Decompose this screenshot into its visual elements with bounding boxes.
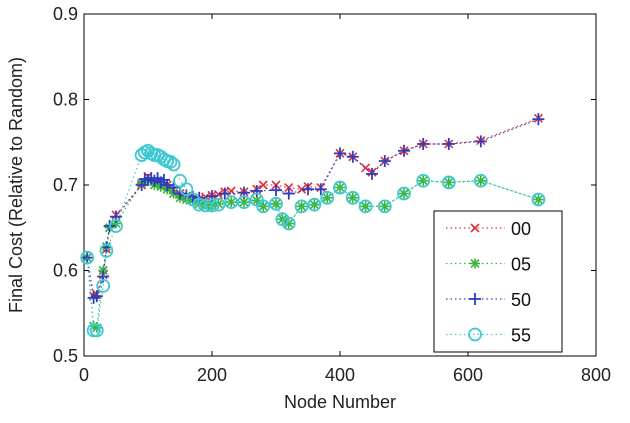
data-point — [397, 186, 411, 201]
data-point — [361, 163, 371, 173]
data-point — [218, 187, 231, 200]
data-point — [379, 201, 390, 212]
data-point — [366, 167, 378, 180]
data-point — [347, 192, 358, 203]
data-point — [80, 250, 95, 265]
data-point — [237, 195, 251, 210]
x-tick-label: 0 — [79, 365, 89, 385]
legend: 00 05 50 55 — [433, 210, 563, 353]
data-point — [296, 201, 307, 212]
legend-label: 00 — [511, 219, 531, 239]
y-tick-label: 0.9 — [53, 4, 78, 24]
data-point — [346, 150, 359, 163]
legend-marker — [469, 293, 481, 305]
data-point — [345, 190, 360, 205]
legend-marker — [470, 223, 480, 233]
data-point — [474, 135, 487, 148]
x-tick-label: 600 — [453, 365, 483, 385]
data-point — [205, 198, 219, 213]
data-point — [377, 199, 392, 214]
legend-item-00: 00 — [446, 219, 531, 239]
legend-item-05: 05 — [446, 255, 531, 275]
data-point — [179, 182, 194, 197]
legend-label: 55 — [511, 326, 531, 346]
data-point — [475, 175, 486, 186]
data-point — [532, 113, 545, 126]
data-point — [443, 177, 454, 188]
legend-item-50: 50 — [446, 290, 531, 310]
data-point — [314, 183, 327, 196]
data-point — [282, 187, 295, 200]
data-point — [161, 179, 174, 191]
data-point — [398, 144, 410, 157]
data-point — [250, 184, 263, 197]
data-point — [96, 278, 111, 293]
data-point — [309, 199, 320, 210]
data-point — [334, 147, 346, 160]
data-point — [533, 194, 544, 205]
data-point — [239, 197, 249, 208]
data-point — [294, 199, 309, 214]
data-point — [89, 323, 104, 338]
series-layer — [80, 113, 546, 338]
data-point — [109, 219, 123, 233]
data-point — [281, 216, 296, 231]
data-point — [417, 137, 430, 150]
data-point — [81, 251, 94, 264]
y-tick-label: 0.7 — [53, 175, 78, 195]
data-point — [226, 197, 237, 208]
data-point — [531, 192, 546, 207]
legend-box — [433, 210, 563, 353]
data-point — [399, 188, 409, 199]
data-point — [271, 198, 281, 209]
legend-item-55: 55 — [446, 326, 531, 346]
data-point — [99, 243, 114, 258]
data-point — [307, 197, 322, 212]
y-tick-label: 0.6 — [53, 261, 78, 281]
data-point — [256, 199, 271, 214]
data-point — [270, 184, 282, 197]
data-point — [358, 199, 373, 214]
data-point — [473, 173, 488, 188]
data-point — [416, 173, 431, 188]
legend-label: 50 — [511, 290, 531, 310]
legend-marker — [468, 327, 482, 342]
legend-marker — [470, 258, 480, 269]
data-point — [322, 192, 333, 203]
axis-ticks: 0 200 400 600 800 0.5 0.6 0.7 0.8 0.9 — [53, 4, 611, 385]
data-point — [163, 155, 178, 169]
data-point — [333, 180, 347, 195]
data-point — [320, 190, 335, 205]
x-tick-label: 800 — [581, 365, 611, 385]
data-point — [166, 157, 181, 172]
y-tick-label: 0.8 — [53, 90, 78, 110]
data-point — [213, 189, 223, 199]
x-axis-label: Node Number — [284, 392, 396, 412]
data-point — [442, 137, 455, 150]
data-point — [297, 184, 307, 194]
data-point — [418, 175, 429, 186]
data-point — [258, 180, 268, 190]
data-point — [269, 196, 283, 211]
x-tick-label: 200 — [197, 365, 227, 385]
series-50 — [81, 113, 545, 304]
legend-label: 05 — [511, 255, 531, 275]
data-point — [360, 201, 371, 212]
y-tick-label: 0.5 — [53, 346, 78, 366]
x-tick-label: 400 — [325, 365, 355, 385]
data-point — [302, 183, 314, 196]
y-axis-label: Final Cost (Relative to Random) — [6, 57, 26, 313]
data-point — [258, 201, 269, 212]
data-point — [378, 155, 391, 168]
data-point — [90, 290, 103, 303]
data-point — [211, 197, 226, 212]
data-point — [167, 181, 180, 194]
data-point — [441, 175, 456, 190]
series-55 — [80, 143, 546, 338]
series-line-00 — [86, 117, 539, 298]
